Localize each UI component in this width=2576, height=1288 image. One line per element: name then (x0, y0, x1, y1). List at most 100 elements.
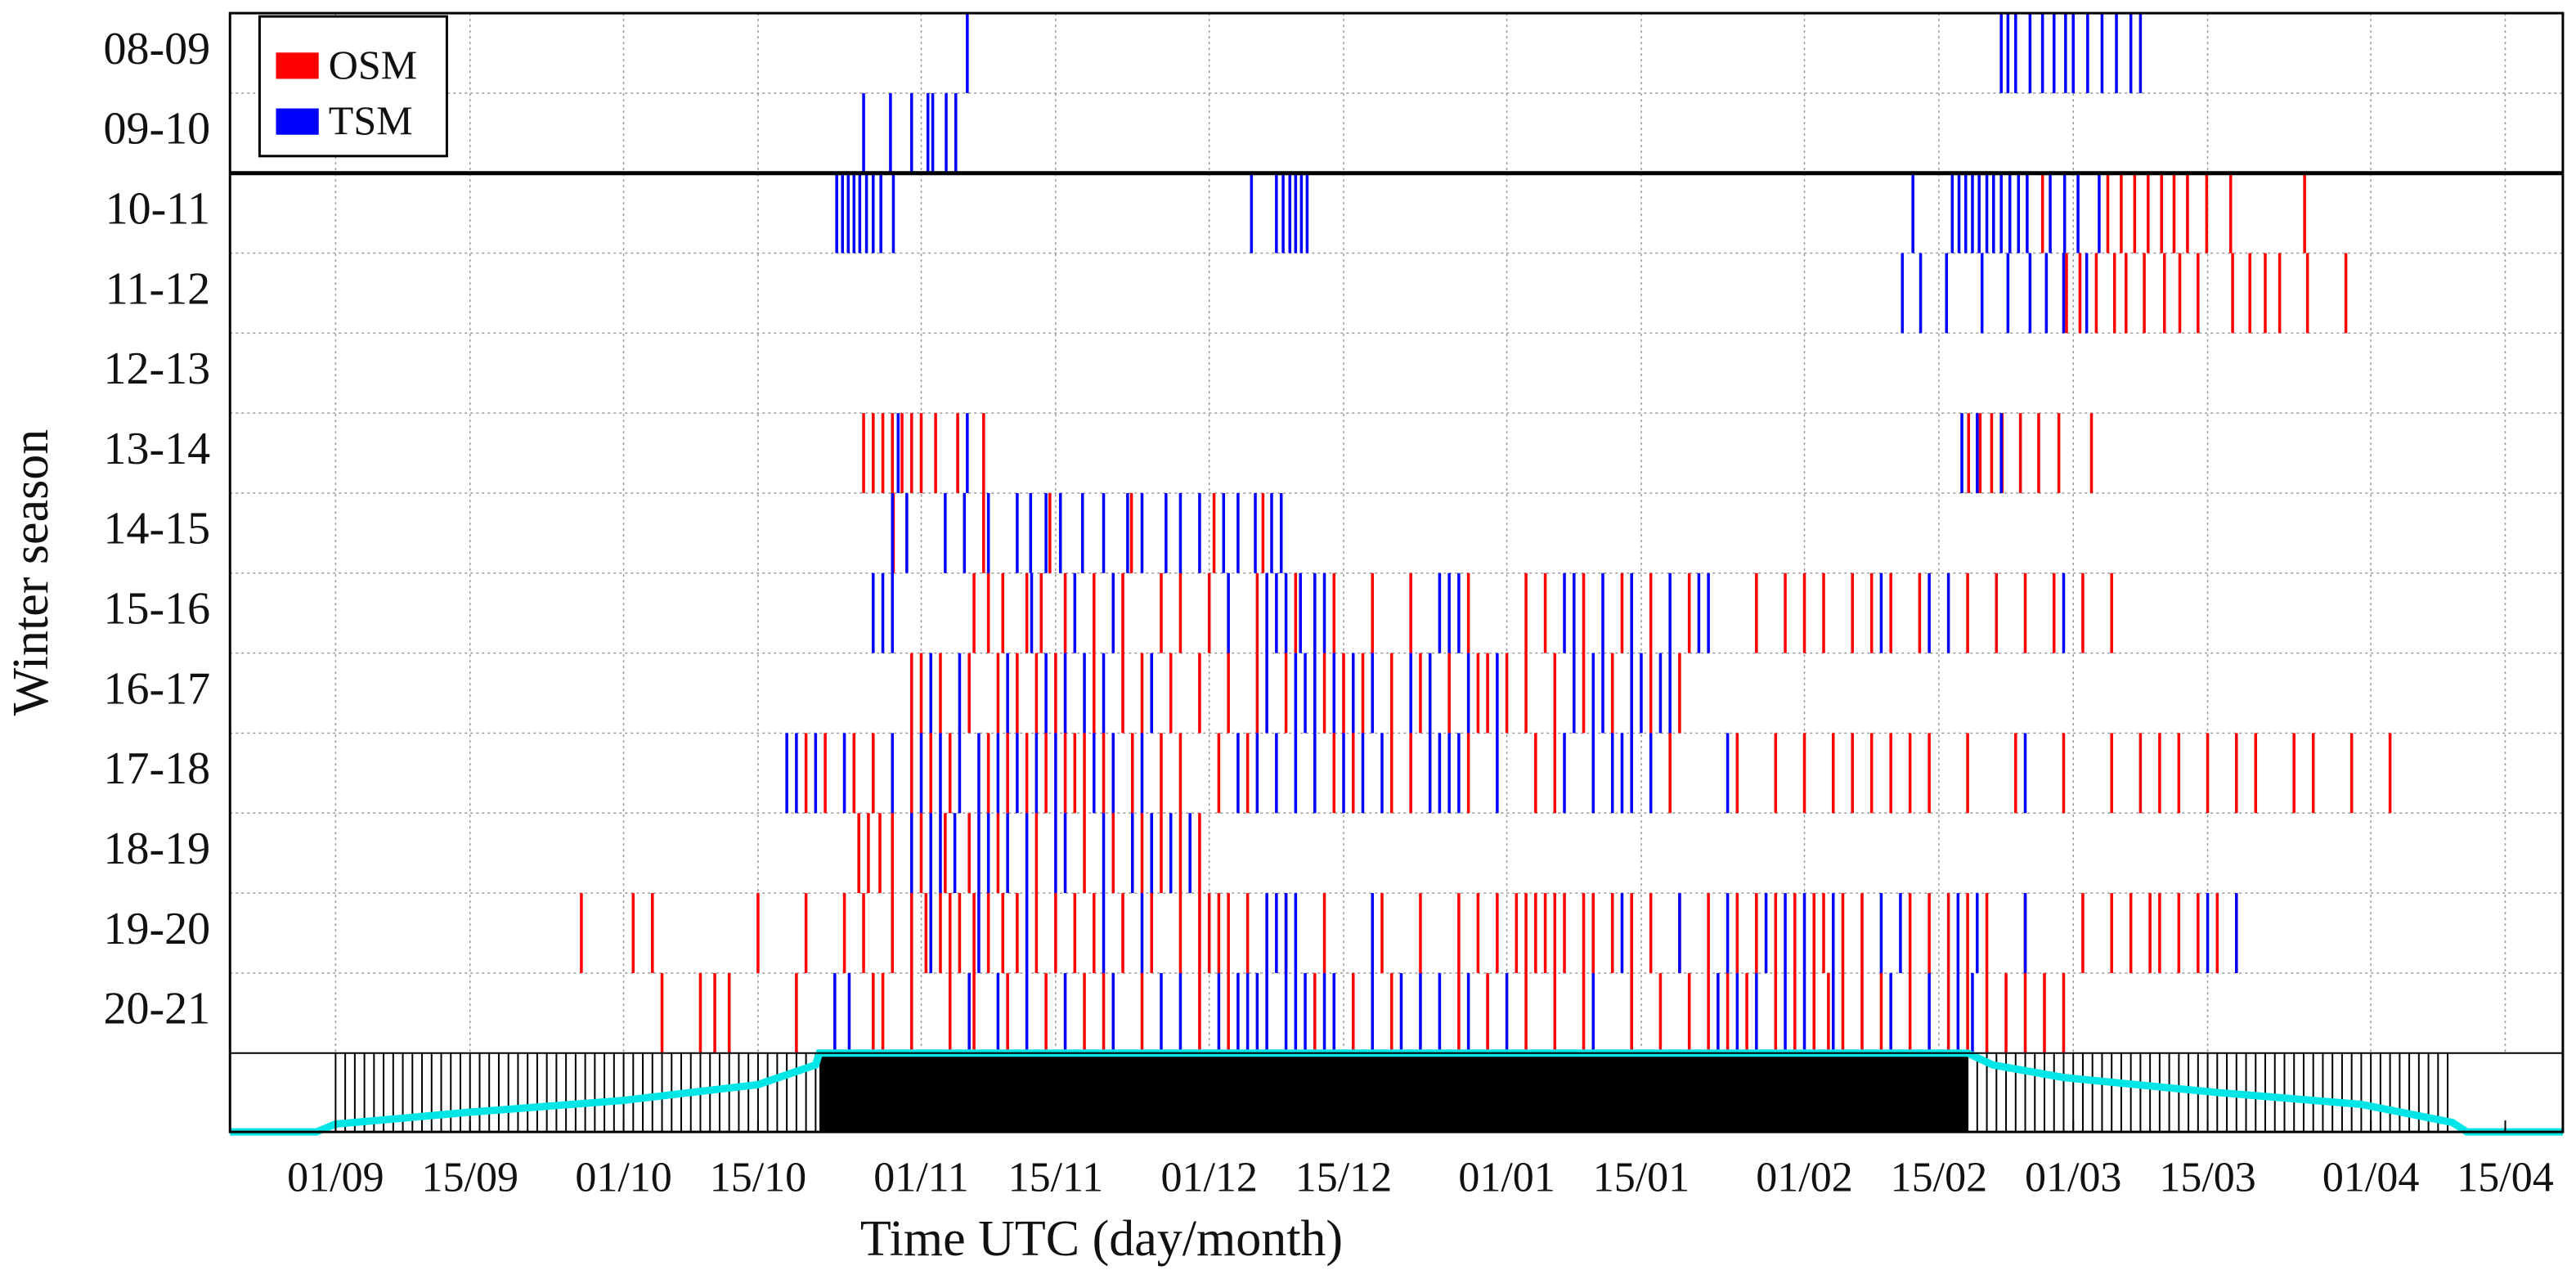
event (2138, 733, 2143, 814)
event (1121, 893, 1124, 973)
event (1169, 813, 1173, 894)
event (1869, 733, 1874, 814)
event (2148, 893, 2152, 973)
event (862, 413, 865, 493)
event (1371, 972, 1375, 1053)
event (1198, 653, 1201, 734)
event (1963, 173, 1968, 254)
event (1265, 972, 1268, 1053)
event (1073, 733, 1077, 814)
event (1063, 813, 1067, 894)
event (2129, 893, 2133, 973)
x-tick-label: 15/03 (2159, 1154, 2255, 1200)
event (1908, 733, 1912, 814)
event (939, 893, 942, 973)
event (1093, 572, 1096, 653)
event (1073, 572, 1077, 653)
event (1620, 733, 1624, 814)
event (852, 173, 856, 254)
event (1956, 893, 1960, 973)
event (2248, 253, 2251, 334)
event (977, 893, 981, 973)
event (2062, 253, 2066, 334)
event (1305, 173, 1309, 254)
event (1735, 893, 1739, 973)
event (1889, 572, 1892, 653)
event (1774, 733, 1778, 814)
event (1784, 972, 1787, 1053)
event (1966, 572, 1969, 653)
event (1687, 972, 1691, 1053)
event (2206, 893, 2210, 973)
event (1630, 733, 1633, 814)
event (891, 572, 895, 653)
event (1457, 972, 1461, 1053)
event (1332, 972, 1336, 1053)
event (963, 492, 967, 573)
event (1966, 972, 1969, 1053)
event (986, 813, 990, 894)
event (1236, 733, 1240, 814)
event (2133, 173, 2137, 254)
event (1977, 173, 1981, 254)
event (2040, 13, 2044, 93)
event (651, 893, 654, 973)
event (909, 893, 913, 973)
event (1281, 173, 1285, 254)
x-tick-label: 01/09 (287, 1154, 384, 1200)
event (1755, 893, 1758, 973)
event (1342, 653, 1345, 734)
event (756, 893, 760, 973)
event (1034, 733, 1039, 814)
event (2049, 173, 2052, 254)
event (1063, 972, 1067, 1053)
event (1275, 173, 1278, 254)
event (1227, 653, 1230, 734)
event (1270, 492, 1273, 573)
event (2037, 413, 2040, 493)
event (1610, 893, 1614, 973)
event (795, 733, 798, 814)
event (2305, 253, 2309, 334)
event (1419, 972, 1422, 1053)
event (804, 733, 808, 814)
event (1016, 492, 1019, 573)
y-tick-label: 12-13 (103, 343, 210, 394)
event (1054, 733, 1057, 814)
x-tick-label: 01/03 (2025, 1154, 2121, 1200)
event (2017, 173, 2021, 254)
event (891, 173, 895, 254)
event (1774, 972, 1778, 1053)
event (2014, 733, 2017, 814)
y-tick-label: 16-17 (103, 663, 210, 714)
event (2147, 173, 2150, 254)
event (1313, 572, 1317, 653)
event (2177, 893, 2181, 973)
event (1784, 572, 1787, 653)
event (1245, 733, 1250, 814)
event (1978, 413, 1982, 493)
event (1992, 173, 1995, 254)
event (1178, 733, 1183, 814)
event (1610, 653, 1614, 734)
event (1582, 653, 1586, 734)
event (1610, 733, 1614, 814)
event (953, 813, 957, 894)
event (1304, 653, 1307, 734)
event (2129, 13, 2133, 93)
event (1111, 733, 1115, 814)
event (1255, 572, 1259, 653)
event (891, 813, 895, 894)
event (891, 492, 895, 573)
event (1735, 733, 1739, 814)
event (2071, 13, 2075, 93)
event (1140, 733, 1144, 814)
x-tick-label: 15/12 (1295, 1154, 1392, 1200)
event (1304, 972, 1307, 1053)
event (872, 572, 875, 653)
event (1198, 492, 1201, 573)
event (1553, 653, 1557, 734)
event (1553, 972, 1557, 1053)
event (977, 733, 981, 814)
event (2231, 253, 2234, 334)
